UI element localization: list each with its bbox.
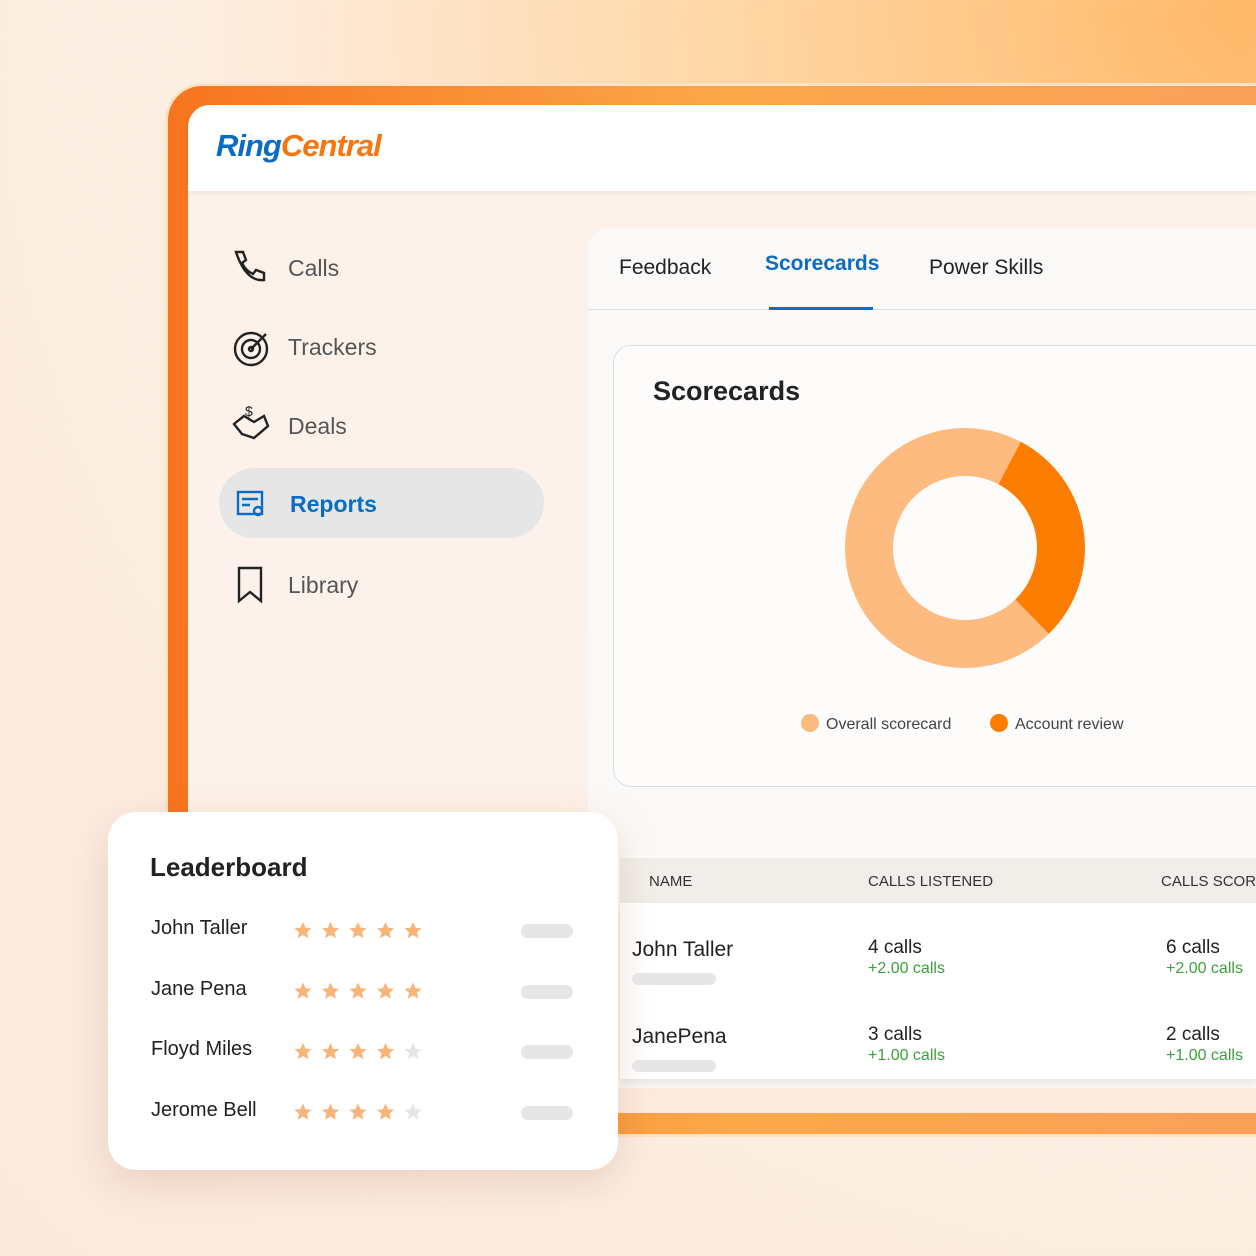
star [294, 1103, 312, 1120]
scorecard-card [613, 345, 1256, 787]
star [321, 1043, 340, 1060]
row-name: John Taller [632, 938, 734, 961]
star [376, 1043, 395, 1060]
placeholder [521, 924, 573, 938]
tab[interactable]: Feedback [619, 256, 712, 279]
logo-part: Ring [216, 128, 282, 163]
donut-segment [998, 441, 1085, 634]
tab-active[interactable]: Scorecards [765, 252, 880, 275]
cell: 2 calls [1166, 1024, 1220, 1045]
row-name: JanePena [632, 1025, 727, 1048]
column-header: NAME [649, 873, 693, 890]
placeholder [521, 1045, 573, 1059]
logo-part: Central [280, 128, 382, 163]
leaderboard-name: John Taller [151, 917, 248, 939]
active-nav-bg [219, 468, 544, 538]
star [349, 1103, 367, 1120]
tab-underline [769, 307, 873, 310]
nav-icons: $ [232, 250, 270, 604]
star [404, 1103, 422, 1120]
leaderboard-name: Floyd Miles [151, 1038, 253, 1060]
cell: 6 calls [1166, 937, 1220, 958]
column-header: CALLS SCORE [1161, 873, 1256, 890]
star [294, 922, 312, 939]
nav-item[interactable]: Calls [288, 255, 340, 281]
star [376, 922, 395, 939]
cell: 3 calls [868, 1024, 922, 1045]
star [294, 1043, 312, 1060]
donut-segment [845, 427, 1049, 668]
cell-delta: +2.00 calls [868, 960, 945, 977]
table-body [620, 903, 1256, 1079]
cell-delta: +1.00 calls [1166, 1047, 1243, 1064]
star [404, 1043, 422, 1060]
leaderboard-name: Jane Pena [151, 977, 247, 1000]
placeholder [632, 973, 716, 985]
star [376, 1103, 395, 1120]
tab[interactable]: Power Skills [929, 256, 1044, 279]
star [349, 1043, 367, 1060]
cell-delta: +1.00 calls [868, 1047, 945, 1064]
star [349, 982, 367, 999]
placeholder [521, 984, 573, 999]
leaderboard-title: Leaderboard [150, 852, 308, 882]
svg-text:$: $ [245, 403, 253, 419]
star [404, 982, 422, 999]
header [188, 105, 1256, 191]
nav-item[interactable]: Library [288, 572, 359, 598]
star [404, 922, 422, 939]
placeholder [632, 1060, 716, 1072]
star [376, 982, 395, 999]
nav-item-active[interactable]: Reports [290, 491, 377, 517]
star [321, 1103, 340, 1120]
leaderboard-name: Jerome Bell [151, 1098, 257, 1121]
cell: 4 calls [868, 937, 922, 958]
logo: RingCentral [216, 128, 382, 164]
cell-delta: +2.00 calls [1166, 960, 1243, 977]
legend-swatch [990, 714, 1008, 732]
star [321, 982, 340, 999]
nav-item[interactable]: Trackers [288, 334, 377, 360]
table-header [620, 858, 1256, 903]
legend-swatch [801, 714, 819, 732]
chart-title: Scorecards [653, 376, 801, 406]
star [349, 922, 367, 939]
nav-item[interactable]: Deals [288, 413, 347, 439]
star [321, 922, 340, 939]
tab-divider [588, 309, 1256, 310]
legend-label: Overall scorecard [826, 716, 951, 733]
placeholder [521, 1105, 573, 1120]
star [294, 982, 312, 999]
column-header: CALLS LISTENED [868, 873, 994, 890]
legend-label: Account review [1015, 716, 1124, 733]
